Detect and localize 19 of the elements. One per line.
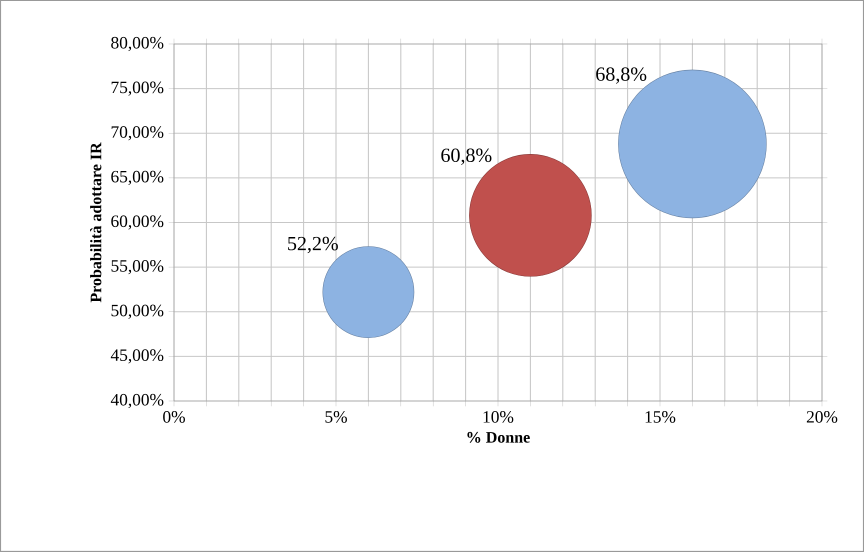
y-tick-label: 75,00% [112,82,164,96]
data-label: 68,8% [596,67,646,84]
y-tick-label: 70,00% [112,126,164,140]
x-tick-label: 10% [484,411,514,423]
data-label: 60,8% [441,148,492,165]
y-tick-label: 40,00% [110,394,164,408]
x-tick-label: 5% [325,411,347,423]
x-tick-label: 15% [646,411,676,423]
y-tick-label: 80,00% [111,36,164,52]
y-axis-title: Probabilità adottare IR [90,142,102,302]
y-tick-label: 50,00% [112,304,164,319]
x-tick-label: 20% [806,411,838,423]
y-tick-label: 55,00% [112,260,164,274]
data-label: 52,2% [288,236,338,254]
x-axis-title: % Donne [467,432,530,443]
y-tick-label: 65,00% [111,170,164,185]
y-tick-label: 60,00% [111,215,164,230]
x-tick-label: 0% [163,411,185,423]
y-tick-label: 45,00% [110,349,164,364]
